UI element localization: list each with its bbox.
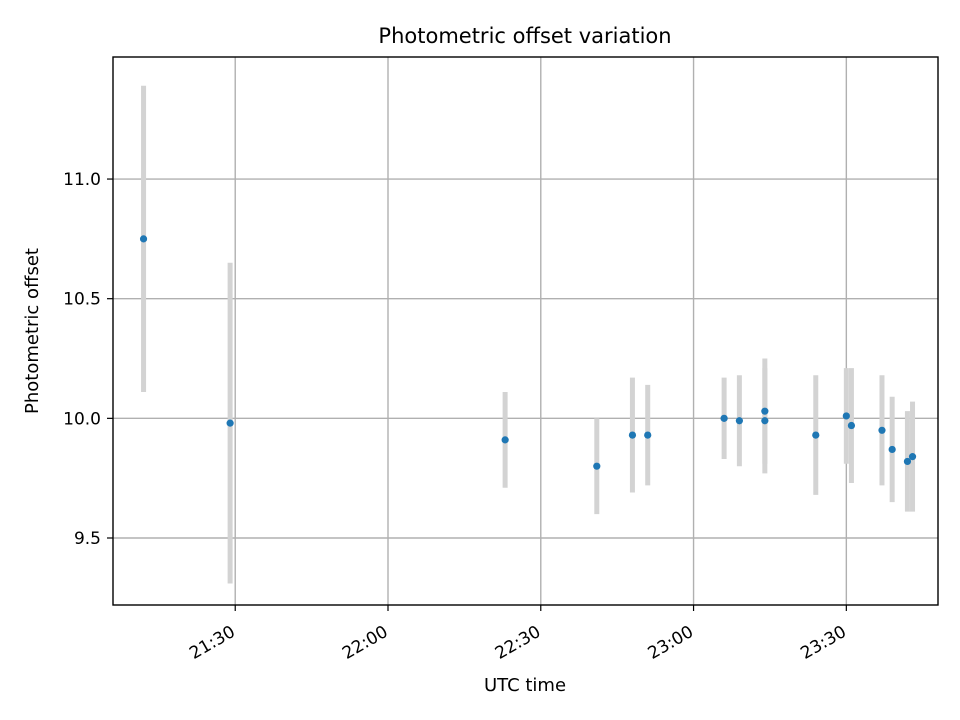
y-tick-label: 10.0: [63, 409, 101, 429]
data-point: [735, 417, 743, 425]
errorbar-layer: [141, 85, 916, 584]
data-point: [593, 462, 601, 470]
data-point: [644, 431, 652, 439]
data-point: [903, 457, 912, 466]
tick-layer: 21:30 22:00 22:30 23:00 23:30 9.5 10.0 10.5 11.0: [63, 170, 850, 664]
data-point: [812, 431, 820, 439]
point-layer: [139, 235, 917, 470]
x-tick-label: 22:30: [492, 622, 544, 664]
x-tick-label: 23:00: [645, 622, 697, 664]
data-point: [878, 426, 886, 434]
data-point: [628, 431, 637, 439]
data-point: [908, 453, 917, 461]
data-point: [139, 235, 148, 243]
data-point: [226, 419, 234, 427]
y-tick-label: 9.5: [74, 529, 101, 549]
data-point: [842, 412, 850, 420]
data-point: [847, 421, 856, 430]
grid-layer: [113, 57, 938, 605]
y-tick-label: 11.0: [63, 170, 101, 190]
data-point: [720, 414, 728, 422]
y-axis-label: Photometric offset: [22, 248, 43, 414]
x-axis-label: UTC time: [484, 675, 566, 696]
data-point: [501, 436, 509, 444]
x-tick-label: 23:30: [797, 622, 849, 664]
x-tick-label: 21:30: [186, 622, 238, 664]
y-tick-label: 10.5: [63, 290, 101, 310]
data-point: [761, 407, 769, 415]
chart-title: Photometric offset variation: [378, 24, 671, 48]
data-point: [761, 417, 769, 425]
x-tick-label: 22:00: [339, 622, 391, 664]
plot-frame: [112, 56, 939, 606]
data-point: [888, 445, 896, 454]
